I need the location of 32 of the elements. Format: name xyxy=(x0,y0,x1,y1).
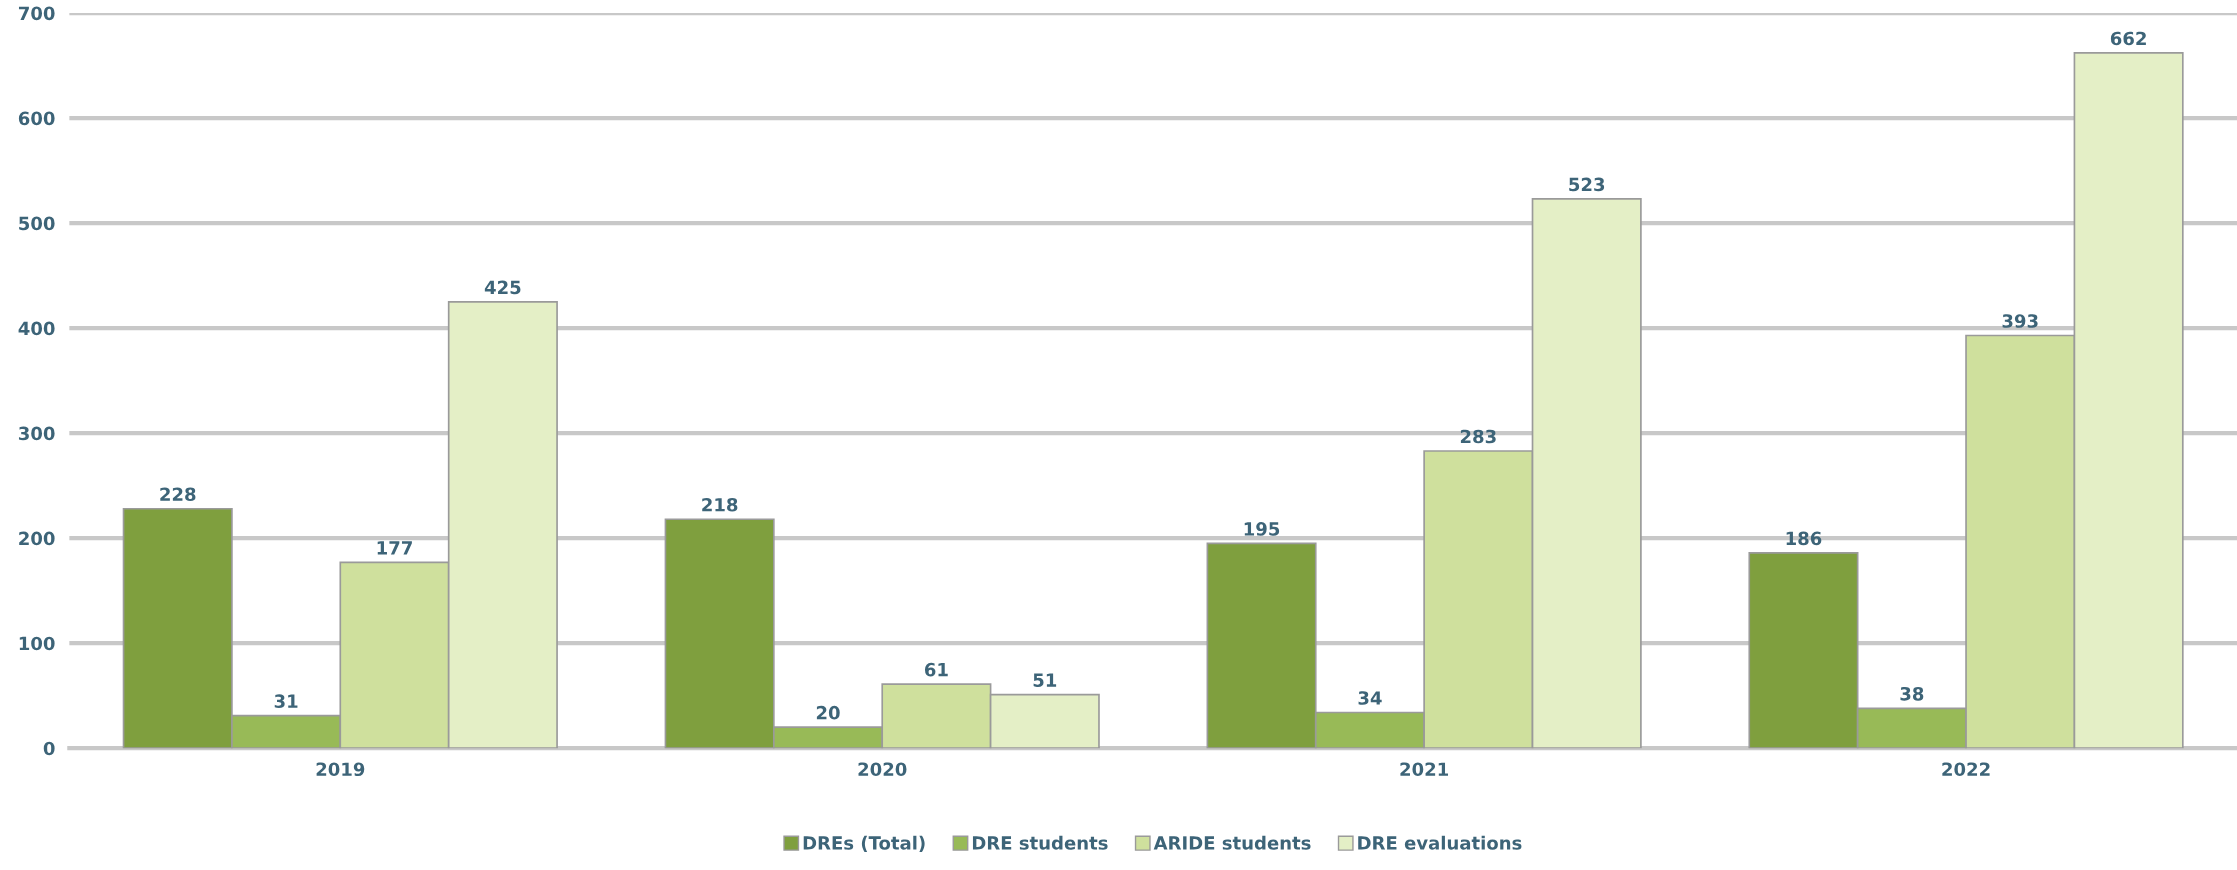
x-tick-label: 2020 xyxy=(858,762,907,777)
data-label: 38 xyxy=(1900,686,1924,701)
legend-label: ARIDE students xyxy=(1153,835,1311,850)
data-label: 218 xyxy=(702,497,738,512)
data-label: 20 xyxy=(816,705,840,720)
y-tick-label: 0 xyxy=(43,741,55,756)
data-label: 523 xyxy=(1569,177,1605,192)
legend-label: DRE evaluations xyxy=(1358,835,1522,850)
data-label: 283 xyxy=(1460,429,1496,444)
data-label: 34 xyxy=(1358,691,1382,705)
y-tick-label: 100 xyxy=(19,636,55,651)
data-label: 662 xyxy=(2110,31,2146,46)
data-label: 51 xyxy=(1033,673,1057,687)
data-label: 61 xyxy=(924,662,948,677)
y-tick-label: 700 xyxy=(18,6,55,21)
data-label: 393 xyxy=(2002,314,2038,328)
y-tick-label: 500 xyxy=(19,216,55,231)
y-tick-label: 600 xyxy=(18,111,55,126)
y-tick-label: 200 xyxy=(19,531,55,546)
data-label: 177 xyxy=(377,541,412,555)
data-label: 186 xyxy=(1786,531,1822,546)
data-label: 195 xyxy=(1244,522,1280,536)
x-tick-label: 2022 xyxy=(1942,762,1990,777)
y-tick-label: 400 xyxy=(18,321,55,336)
data-label: 31 xyxy=(274,694,298,708)
y-tick-label: 300 xyxy=(18,426,55,441)
x-tick-label: 2021 xyxy=(1400,762,1449,777)
data-label: 228 xyxy=(160,487,196,502)
data-label: 425 xyxy=(484,280,521,295)
legend-label: DRE students xyxy=(972,835,1108,850)
legend-label: DREs (Total) xyxy=(803,835,925,852)
x-tick-label: 2019 xyxy=(316,762,365,777)
